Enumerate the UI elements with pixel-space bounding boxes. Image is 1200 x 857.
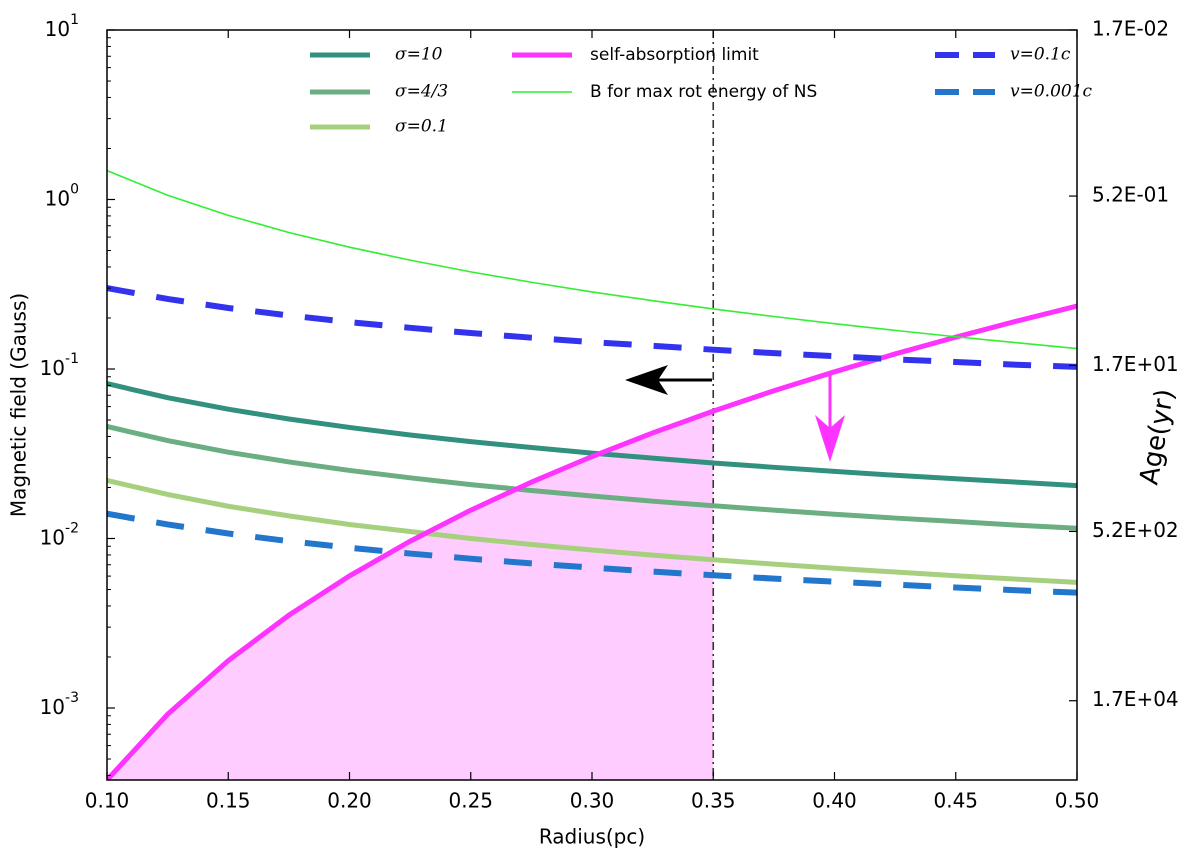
y-tick-exp: -1 — [65, 351, 79, 367]
y2-tick-label: 5.2E-01 — [1092, 183, 1169, 207]
x-tick-label: 0.15 — [206, 789, 251, 813]
y2-tick-label: 1.7E+01 — [1092, 352, 1179, 376]
x-tick-label: 0.20 — [327, 789, 372, 813]
y-tick-label: 100 — [45, 181, 79, 210]
shaded-region — [107, 411, 714, 780]
y-tick-exp: -3 — [65, 690, 79, 706]
legend-label: self-absorption limit — [590, 45, 759, 65]
legend-label: σ=4/3 — [395, 82, 448, 102]
y-tick-exp: 0 — [70, 181, 79, 197]
y-tick-base: 10 — [40, 525, 65, 549]
y-tick-label: 10-3 — [40, 690, 79, 719]
arrow-head — [815, 415, 845, 462]
legend-label: σ=10 — [395, 45, 443, 65]
legend-label: B for max rot energy of NS — [590, 82, 817, 102]
y-tick-exp: 1 — [70, 12, 79, 28]
x-tick-label: 0.35 — [691, 789, 736, 813]
series-line — [107, 381, 1077, 489]
x-tick-label: 0.10 — [85, 789, 130, 813]
series-line — [107, 169, 1077, 350]
y2-tick-label: 1.7E+04 — [1092, 687, 1179, 711]
y-tick-base: 10 — [40, 694, 65, 718]
series-line — [107, 478, 1077, 585]
y-tick-base: 10 — [45, 17, 70, 41]
x-tick-label: 0.40 — [812, 789, 857, 813]
y-tick-label: 101 — [45, 12, 79, 41]
y-tick-exp: -2 — [65, 520, 79, 536]
x-axis-label: Radius(pc) — [539, 825, 645, 849]
x-tick-label: 0.25 — [448, 789, 493, 813]
series-line — [107, 424, 1077, 531]
x-tick-label: 0.30 — [570, 789, 615, 813]
x-tick-label: 0.50 — [1055, 789, 1100, 813]
legend-label: v=0.001c — [1010, 82, 1093, 102]
y-tick-label: 10-1 — [40, 351, 79, 380]
series-line — [107, 510, 1077, 596]
legend-label: v=0.1c — [1010, 45, 1071, 65]
arrow-head — [625, 365, 668, 395]
legend-label: σ=0.1 — [395, 117, 448, 137]
plot-area — [107, 30, 1077, 780]
y2-tick-label: 5.2E+02 — [1092, 518, 1179, 542]
y-axis-label: Magnetic field (Gauss) — [7, 293, 31, 517]
series-line — [107, 303, 1077, 780]
y-tick-base: 10 — [40, 355, 65, 379]
y2-tick-label: 1.7E-02 — [1092, 17, 1169, 41]
y2-axis-label: Age(yr) — [1134, 387, 1180, 487]
y-tick-base: 10 — [45, 186, 70, 210]
series-line — [107, 285, 1077, 370]
y-tick-label: 10-2 — [40, 520, 79, 549]
x-tick-label: 0.45 — [933, 789, 978, 813]
